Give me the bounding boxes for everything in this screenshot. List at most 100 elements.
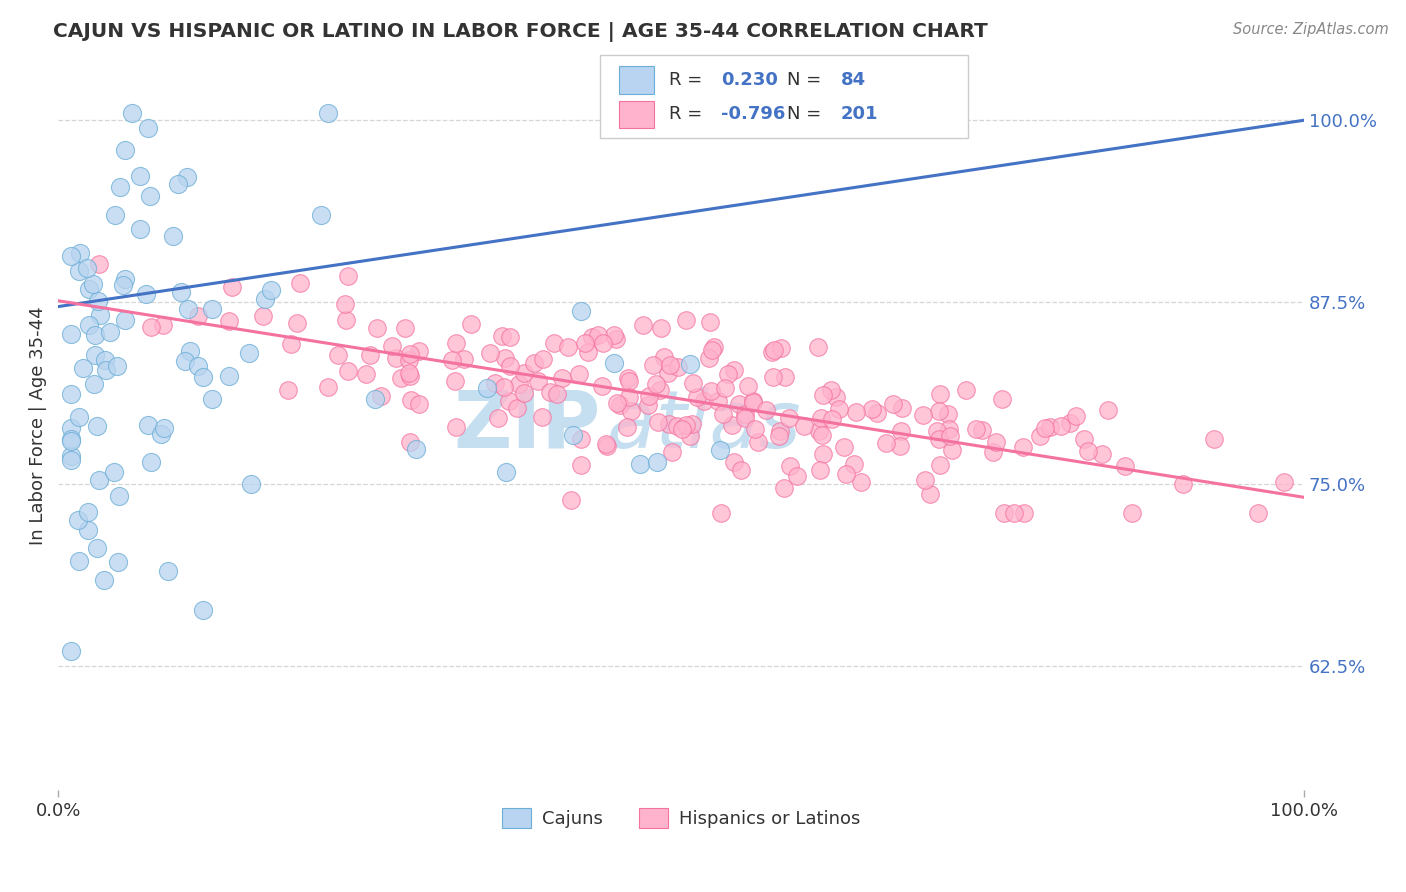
- Point: [820, 383, 842, 397]
- Point: [531, 351, 554, 366]
- Point: [385, 351, 408, 365]
- Point: [408, 397, 430, 411]
- Point: [59, 421, 82, 435]
- Point: [444, 420, 467, 434]
- Point: [811, 447, 834, 461]
- Point: [723, 454, 745, 468]
- Point: [187, 309, 209, 323]
- Point: [755, 403, 778, 417]
- Point: [530, 409, 553, 424]
- Point: [970, 423, 993, 437]
- Point: [114, 144, 136, 158]
- Point: [824, 390, 846, 404]
- Point: [821, 412, 844, 426]
- Point: [645, 455, 668, 469]
- Point: [1121, 506, 1143, 520]
- Point: [114, 313, 136, 327]
- Text: ZIP: ZIP: [453, 387, 600, 465]
- Point: [381, 339, 404, 353]
- Point: [1012, 440, 1035, 454]
- Point: [955, 384, 977, 398]
- Point: [697, 351, 720, 365]
- Point: [335, 313, 357, 327]
- Point: [778, 410, 800, 425]
- Point: [513, 366, 536, 380]
- Point: [560, 493, 582, 508]
- Point: [98, 325, 121, 339]
- FancyBboxPatch shape: [619, 101, 654, 128]
- Point: [606, 396, 628, 410]
- Point: [93, 353, 115, 368]
- Point: [576, 344, 599, 359]
- Point: [1014, 506, 1036, 520]
- Point: [499, 359, 522, 373]
- Point: [191, 370, 214, 384]
- Point: [1064, 409, 1087, 423]
- Point: [645, 376, 668, 391]
- Point: [239, 477, 262, 491]
- Point: [675, 418, 697, 433]
- Point: [779, 459, 801, 474]
- Point: [834, 467, 856, 482]
- Point: [889, 424, 911, 438]
- Point: [637, 399, 659, 413]
- Point: [1173, 477, 1195, 491]
- Point: [1029, 428, 1052, 442]
- Point: [336, 269, 359, 284]
- Point: [59, 644, 82, 658]
- Point: [641, 358, 664, 372]
- Point: [84, 328, 107, 343]
- Point: [105, 359, 128, 373]
- Point: [734, 411, 756, 425]
- Point: [721, 418, 744, 433]
- Point: [671, 422, 693, 436]
- Point: [1002, 506, 1025, 520]
- Point: [506, 401, 529, 416]
- Point: [444, 336, 467, 351]
- Point: [659, 358, 682, 372]
- Point: [394, 321, 416, 335]
- Point: [141, 319, 163, 334]
- Point: [638, 389, 661, 403]
- Point: [657, 366, 679, 380]
- Point: [650, 321, 672, 335]
- Point: [650, 384, 672, 398]
- Text: CAJUN VS HISPANIC OR LATINO IN LABOR FORCE | AGE 35-44 CORRELATION CHART: CAJUN VS HISPANIC OR LATINO IN LABOR FOR…: [53, 22, 988, 42]
- Point: [1050, 419, 1073, 434]
- Point: [176, 301, 198, 316]
- Text: N =: N =: [787, 71, 827, 89]
- Point: [89, 473, 111, 487]
- Point: [661, 444, 683, 458]
- Point: [333, 297, 356, 311]
- Point: [1097, 403, 1119, 417]
- Point: [889, 439, 911, 453]
- Point: [717, 368, 740, 382]
- Point: [152, 318, 174, 333]
- Point: [128, 169, 150, 183]
- Point: [561, 427, 583, 442]
- Point: [311, 208, 333, 222]
- Point: [399, 369, 422, 384]
- Point: [176, 170, 198, 185]
- Point: [706, 394, 728, 409]
- Point: [807, 424, 830, 438]
- Point: [551, 371, 574, 385]
- Point: [811, 427, 834, 442]
- Point: [69, 246, 91, 260]
- Point: [484, 376, 506, 390]
- Point: [679, 429, 702, 443]
- Point: [193, 603, 215, 617]
- Point: [89, 257, 111, 271]
- Point: [82, 277, 104, 291]
- Point: [723, 363, 745, 377]
- Point: [862, 402, 884, 417]
- Point: [828, 401, 851, 416]
- Point: [928, 432, 950, 446]
- Point: [605, 332, 627, 346]
- Point: [76, 260, 98, 275]
- Point: [138, 189, 160, 203]
- Text: -0.796: -0.796: [721, 105, 786, 123]
- Point: [709, 443, 731, 458]
- Text: atlas: atlas: [606, 387, 801, 465]
- Point: [316, 106, 339, 120]
